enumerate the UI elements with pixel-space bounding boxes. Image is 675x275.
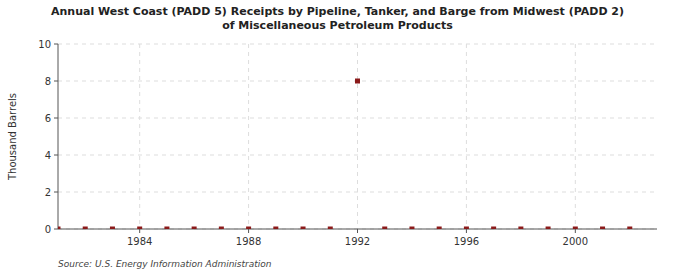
point (573, 227, 578, 230)
y-axis-label: Thousand Barrels (7, 93, 18, 181)
y-tick (54, 192, 58, 193)
y-tick (54, 229, 58, 230)
grid-line-x (466, 44, 467, 229)
point (273, 227, 278, 230)
point (110, 227, 115, 230)
y-axis-line (58, 44, 59, 229)
y-tick-label: 6 (45, 113, 51, 124)
title-line: Annual West Coast (PADD 5) Receipts by P… (51, 5, 624, 18)
point (464, 227, 469, 230)
point (355, 79, 360, 84)
point (219, 227, 224, 230)
source-note: Source: U.S. Energy Information Administ… (58, 259, 272, 269)
title: Annual West Coast (PADD 5) Receipts by P… (51, 5, 624, 32)
grid-line-x (357, 44, 358, 229)
y-tick-label: 10 (38, 39, 51, 50)
point (409, 227, 414, 230)
y-tick (54, 81, 58, 82)
y-tick (54, 155, 58, 156)
point (518, 227, 523, 230)
x-tick-label: 1992 (345, 236, 370, 247)
x-tick (357, 229, 358, 233)
point (246, 227, 251, 230)
x-tick (139, 229, 140, 233)
title-line: of Miscellaneous Petroleum Products (222, 19, 453, 32)
x-tick (248, 229, 249, 233)
x-tick (466, 229, 467, 233)
chart: Annual West Coast (PADD 5) Receipts by P… (0, 0, 675, 275)
grid (58, 44, 657, 229)
point (192, 227, 197, 230)
y-tick-label: 0 (45, 224, 51, 235)
y-tick-label: 4 (45, 150, 51, 161)
axes: 1984 1988 1992 1996 2000 0 2 4 6 8 10 Thousand Barr… (7, 39, 657, 248)
point (600, 227, 605, 230)
grid-line-x (248, 44, 249, 229)
y-tick-label: 8 (45, 76, 51, 87)
x-tick-label: 2000 (563, 236, 588, 247)
x-tick-label: 1996 (454, 236, 479, 247)
point (491, 227, 496, 230)
y-tick-label: 2 (45, 187, 51, 198)
point (328, 227, 333, 230)
point (137, 227, 142, 230)
points (58, 79, 632, 230)
x-tick-label: 1984 (127, 236, 152, 247)
y-tick (54, 118, 58, 119)
point (83, 227, 88, 230)
point (58, 227, 61, 230)
point (382, 227, 387, 230)
grid-line-x (139, 44, 140, 229)
y-tick (54, 44, 58, 45)
point (301, 227, 306, 230)
point (627, 227, 632, 230)
point (164, 227, 169, 230)
x-tick-label: 1988 (236, 236, 261, 247)
point (546, 227, 551, 230)
point (437, 227, 442, 230)
x-tick (575, 229, 576, 233)
grid-line-y (58, 155, 657, 156)
grid-line-x (575, 44, 576, 229)
